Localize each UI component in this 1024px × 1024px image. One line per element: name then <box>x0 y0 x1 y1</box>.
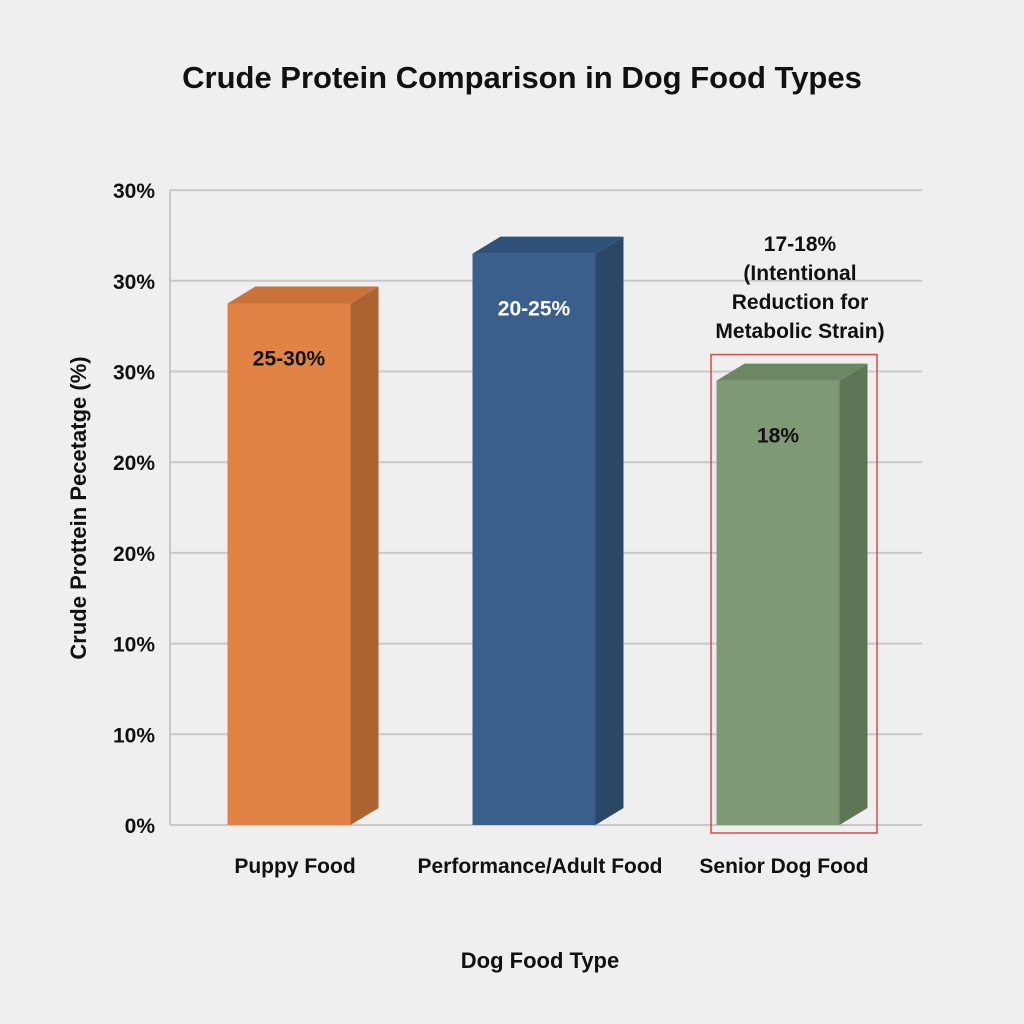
y-tick-label: 30% <box>113 362 155 385</box>
bar-puppy-food: 25-30% <box>227 286 379 826</box>
annotation-line: Reduction for <box>732 291 869 314</box>
y-tick-label: 10% <box>113 724 155 747</box>
x-tick-label: Performance/Adult Food <box>417 855 662 878</box>
y-tick-labels: 0% 10% 10% 20% 20% 30% 30% 30% <box>113 180 155 838</box>
bar-front <box>716 380 840 825</box>
y-tick-label: 30% <box>113 271 155 294</box>
y-tick-label: 10% <box>113 634 155 657</box>
chart-title: Crude Protein Comparison in Dog Food Typ… <box>182 60 862 95</box>
y-axis-label: Crude Prottein Pecetatge (%) <box>66 356 91 659</box>
bar-top <box>716 363 868 381</box>
bar-performance-adult-food: 20-25% <box>472 236 624 826</box>
annotation-line: (Intentional <box>743 262 856 285</box>
annotation-line: 17-18% <box>764 233 837 256</box>
bar-data-label: 20-25% <box>498 298 571 321</box>
highlight-box <box>710 353 878 834</box>
x-axis-label: Dog Food Type <box>461 948 619 973</box>
bars: 25-30% 20-25% 18% 17-18% (Intentional Reducti… <box>227 233 885 834</box>
x-tick-label: Puppy Food <box>234 855 355 878</box>
bar-side <box>839 363 868 825</box>
annotation-line: Metabolic Strain) <box>715 320 884 343</box>
y-tick-label: 20% <box>113 452 155 475</box>
y-tick-label: 20% <box>113 543 155 566</box>
bar-senior-dog-food: 18% <box>716 363 868 825</box>
y-tick-label: 0% <box>125 815 156 838</box>
bar-top <box>472 236 624 254</box>
bar-front <box>472 253 596 826</box>
bar-data-label: 18% <box>757 425 799 448</box>
category-labels: Puppy Food Performance/Adult Food Senior D… <box>234 855 868 878</box>
bar-side <box>350 286 379 826</box>
x-tick-label: Senior Dog Food <box>699 855 868 878</box>
bar-data-label: 25-30% <box>253 347 326 370</box>
bar-front <box>227 303 351 826</box>
bar-side <box>595 236 624 826</box>
y-tick-label: 30% <box>113 180 155 203</box>
bar-top <box>227 286 379 304</box>
